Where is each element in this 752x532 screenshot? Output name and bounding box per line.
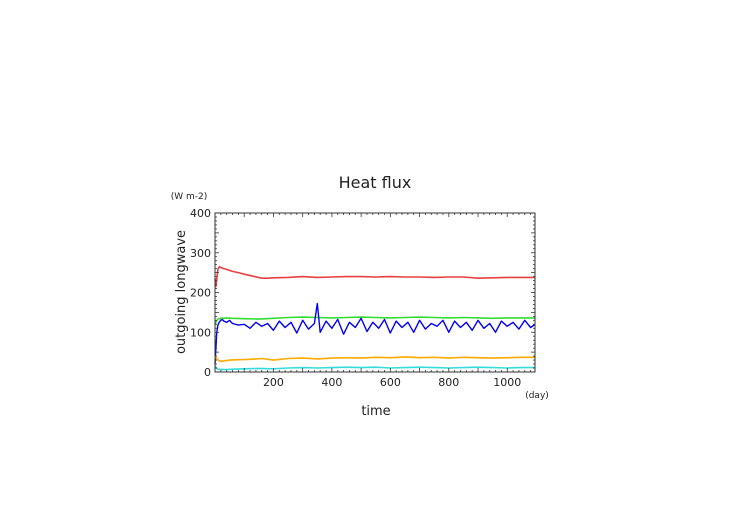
x-axis-unit: (day) [525, 391, 549, 401]
x-tick-label: 400 [321, 376, 342, 389]
plot-frame [214, 212, 536, 373]
y-tick-label: 100 [190, 326, 211, 339]
y-tick-label: 200 [190, 287, 211, 300]
series-line-4 [214, 355, 535, 363]
y-tick-label: 300 [190, 247, 211, 260]
x-axis-title: time [361, 404, 390, 419]
y-axis-unit: (W m-2) [171, 192, 208, 202]
series-line-2 [214, 316, 535, 325]
chart-title: Heat flux [339, 173, 412, 192]
tick-layer: 200 400 600 800 1000 0 100 200 300 400 [190, 207, 535, 389]
x-tick-label: 600 [380, 376, 401, 389]
series-line-3 [214, 302, 536, 365]
y-tick-label: 0 [204, 366, 211, 379]
series-layer [214, 265, 536, 371]
series-line-1 [214, 265, 535, 288]
y-axis-title: outgoing longwave [174, 230, 189, 354]
x-tick-label: 200 [263, 376, 284, 389]
x-tick-label: 800 [438, 376, 459, 389]
y-tick-label: 400 [190, 207, 211, 220]
series-line-5 [214, 365, 535, 371]
x-tick-label: 1000 [493, 376, 521, 389]
